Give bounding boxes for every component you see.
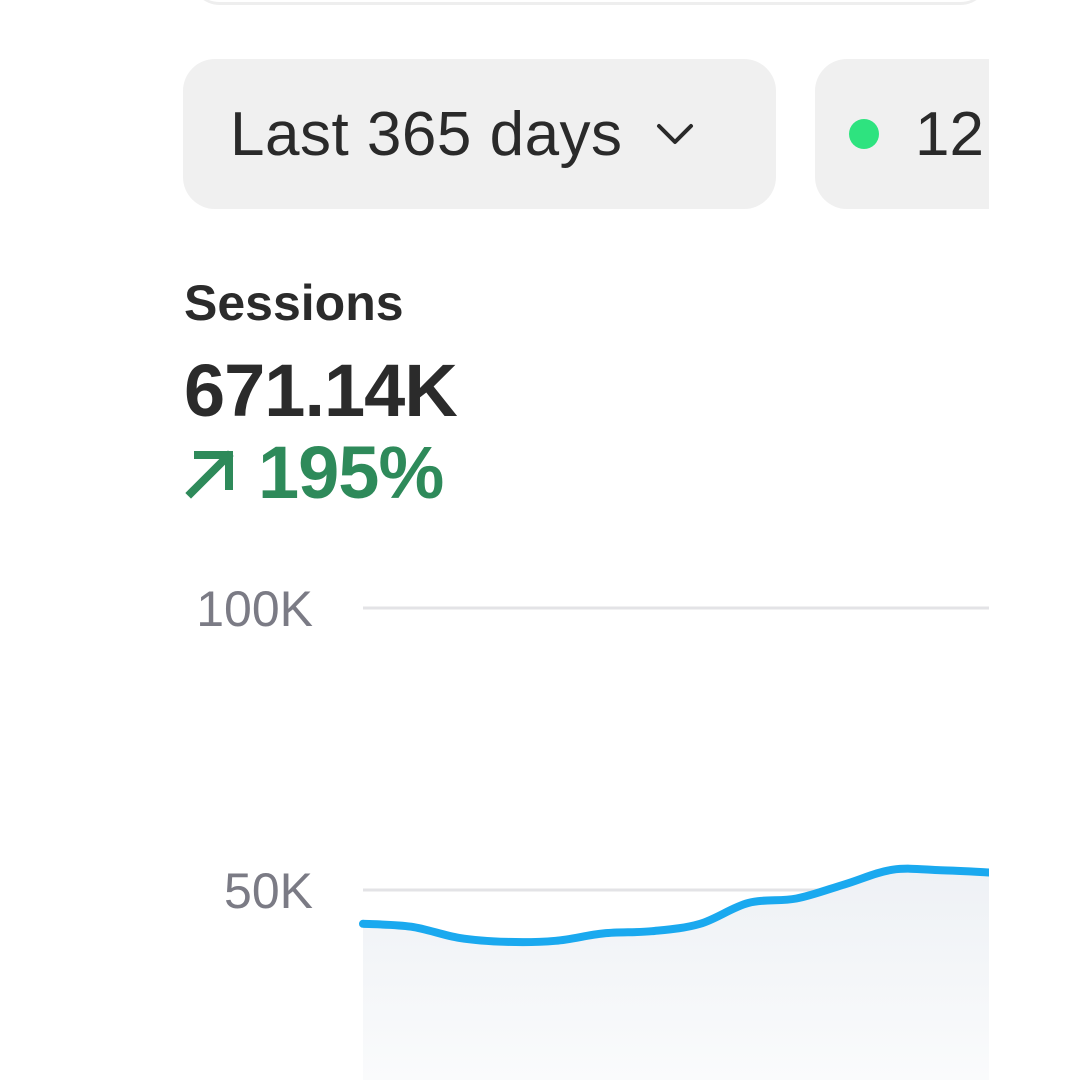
metric-change: 195% [184, 430, 444, 514]
date-range-dropdown[interactable]: Last 365 days [183, 59, 776, 209]
chart-area-fill [363, 868, 989, 1080]
chart-line-series [359, 864, 989, 947]
live-status-dot [849, 119, 879, 149]
y-tick-label: 100K [196, 581, 313, 637]
metric-title: Sessions [184, 275, 404, 331]
content-viewport: Last 365 days 12 Sessions 671.14K 195% [183, 59, 989, 1080]
metric-change-percent: 195% [258, 430, 444, 514]
arrow-up-right-icon [185, 450, 234, 499]
date-range-label: Last 365 days [230, 99, 623, 169]
live-visitors-count: 12 [915, 99, 984, 169]
sessions-chart: 100K 50K [196, 581, 989, 1080]
live-visitors-badge[interactable]: 12 [815, 59, 989, 209]
card-edge [190, 0, 990, 5]
chevron-down-icon [656, 124, 693, 144]
y-tick-label: 50K [224, 863, 313, 919]
metric-value: 671.14K [184, 349, 458, 432]
